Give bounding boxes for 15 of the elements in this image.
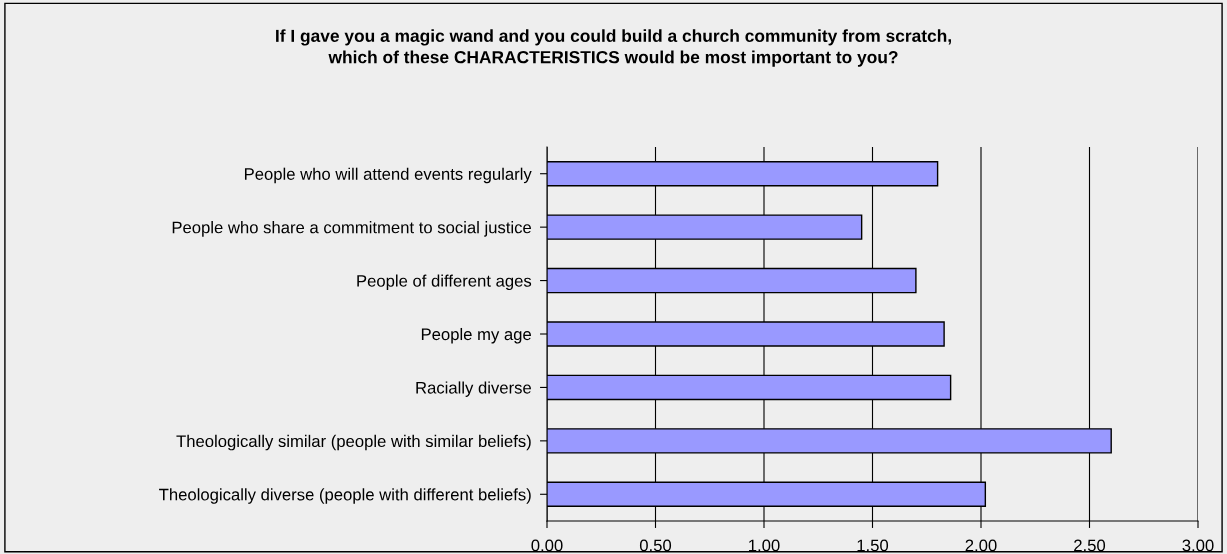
y-tick-label: People who will attend events regularly <box>244 167 532 184</box>
x-tick-label: 3.00 <box>1182 539 1214 552</box>
y-tick-label: Racially diverse <box>416 381 531 397</box>
x-tick-label: 0.00 <box>531 539 563 552</box>
x-tick-label: 1.00 <box>749 539 780 552</box>
y-tick-label: People my age <box>421 327 531 344</box>
y-tick-label: Theologically diverse (people with different beliefs) <box>159 488 531 504</box>
x-tick-label: 1.50 <box>857 539 889 552</box>
x-tick-label: 2.00 <box>965 539 997 552</box>
chart-title: If I gave you a magic wand and you could build a church community from scratch, which of these CHARACTERISTICS would be most important to you? <box>276 29 951 67</box>
x-tick-label: 0.50 <box>639 539 672 552</box>
x-tick-label: 2.50 <box>1074 539 1106 552</box>
y-tick-label: People who share a commitment to social justice <box>172 221 531 237</box>
y-tick-label: People of different ages <box>357 274 532 291</box>
y-tick-label: Theologically similar (people with similar beliefs) <box>176 434 531 451</box>
